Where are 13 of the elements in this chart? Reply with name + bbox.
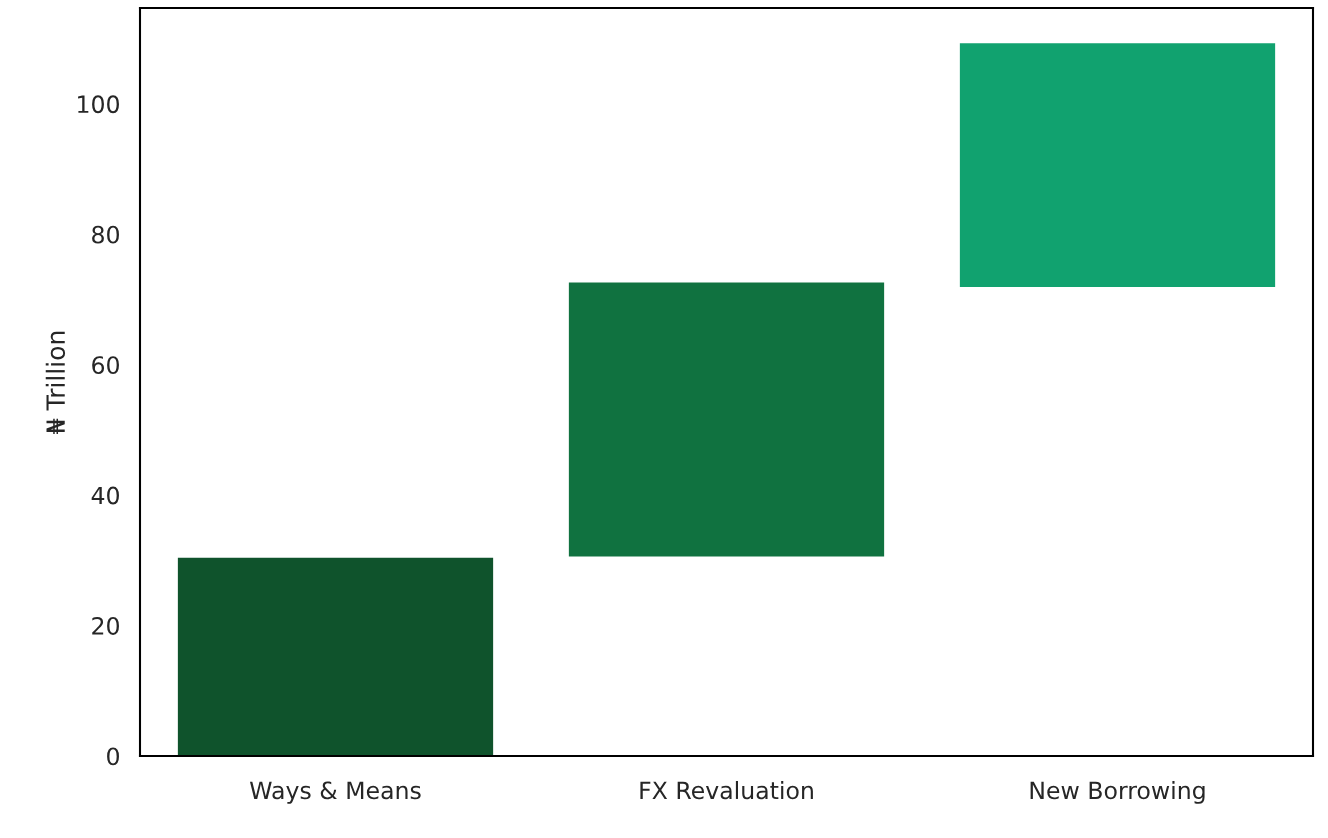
x-tick-label: Ways & Means — [249, 781, 421, 804]
y-axis-title: ₦ Trillion — [45, 331, 66, 434]
y-tick-label: 80 — [92, 225, 119, 244]
y-tick-label: 0 — [107, 747, 119, 766]
y-tick-label: 20 — [92, 617, 119, 635]
x-tick-label: FX Revaluation — [640, 781, 813, 800]
bar — [176, 556, 495, 756]
bar — [958, 41, 1277, 289]
x-tick-label: New Borrowing — [1030, 781, 1205, 804]
bar — [567, 281, 886, 558]
y-tick-label: 100 — [78, 95, 119, 114]
y-tick-label: 40 — [91, 486, 119, 505]
y-tick-label: 60 — [92, 356, 119, 375]
